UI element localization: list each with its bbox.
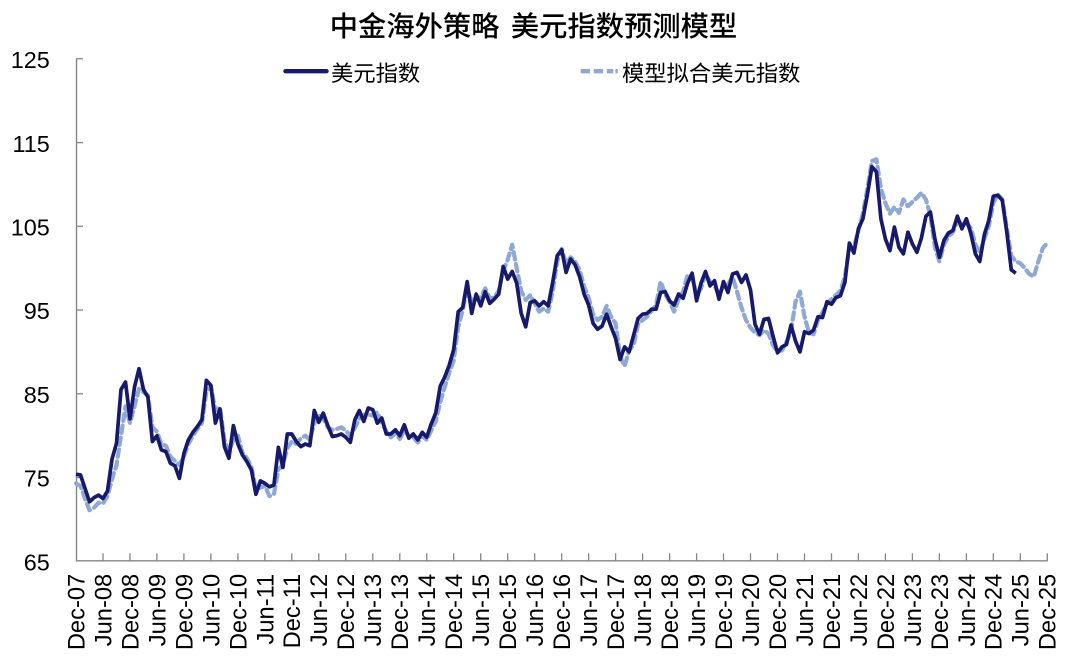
svg-text:Dec-18: Dec-18	[658, 574, 684, 650]
svg-text:Jun-24: Jun-24	[955, 574, 981, 646]
svg-text:75: 75	[24, 466, 50, 492]
svg-text:Dec-07: Dec-07	[64, 574, 90, 650]
svg-text:Jun-17: Jun-17	[577, 574, 603, 646]
svg-text:Dec-08: Dec-08	[118, 574, 144, 650]
svg-text:Dec-17: Dec-17	[604, 574, 630, 650]
svg-text:Dec-14: Dec-14	[442, 574, 468, 650]
svg-text:Jun-11: Jun-11	[253, 574, 279, 645]
svg-text:Jun-21: Jun-21	[793, 574, 819, 646]
svg-text:Dec-20: Dec-20	[766, 574, 792, 650]
svg-text:Dec-09: Dec-09	[172, 574, 198, 650]
svg-text:Dec-21: Dec-21	[820, 574, 846, 650]
svg-text:Dec-10: Dec-10	[226, 574, 252, 650]
svg-text:Jun-20: Jun-20	[739, 574, 765, 646]
svg-text:Dec-13: Dec-13	[388, 574, 414, 650]
svg-text:105: 105	[11, 215, 50, 241]
svg-text:Jun-18: Jun-18	[631, 574, 657, 646]
svg-text:Dec-11: Dec-11	[280, 574, 306, 649]
svg-text:Dec-25: Dec-25	[1036, 574, 1062, 650]
svg-text:Dec-24: Dec-24	[982, 574, 1008, 650]
svg-text:Dec-15: Dec-15	[496, 574, 522, 650]
svg-text:Jun-15: Jun-15	[469, 574, 495, 646]
svg-text:Jun-22: Jun-22	[847, 574, 873, 646]
svg-text:Jun-25: Jun-25	[1009, 574, 1035, 646]
svg-text:85: 85	[24, 382, 50, 408]
svg-text:65: 65	[24, 550, 50, 576]
svg-text:Jun-16: Jun-16	[523, 574, 549, 646]
svg-text:95: 95	[24, 298, 50, 324]
svg-text:115: 115	[13, 131, 50, 157]
svg-text:Dec-12: Dec-12	[334, 574, 360, 650]
svg-text:Jun-12: Jun-12	[307, 574, 333, 646]
svg-text:125: 125	[11, 47, 50, 73]
svg-text:Jun-08: Jun-08	[91, 574, 117, 646]
svg-text:Jun-14: Jun-14	[415, 574, 441, 646]
svg-text:Jun-09: Jun-09	[145, 574, 171, 646]
svg-text:Jun-13: Jun-13	[361, 574, 387, 646]
svg-text:Dec-22: Dec-22	[874, 574, 900, 650]
svg-text:Jun-19: Jun-19	[685, 574, 711, 646]
svg-text:Dec-16: Dec-16	[550, 574, 576, 650]
svg-text:Dec-19: Dec-19	[712, 574, 738, 650]
svg-text:Jun-23: Jun-23	[901, 574, 927, 646]
svg-text:Dec-23: Dec-23	[928, 574, 954, 650]
svg-text:Jun-10: Jun-10	[199, 574, 225, 646]
